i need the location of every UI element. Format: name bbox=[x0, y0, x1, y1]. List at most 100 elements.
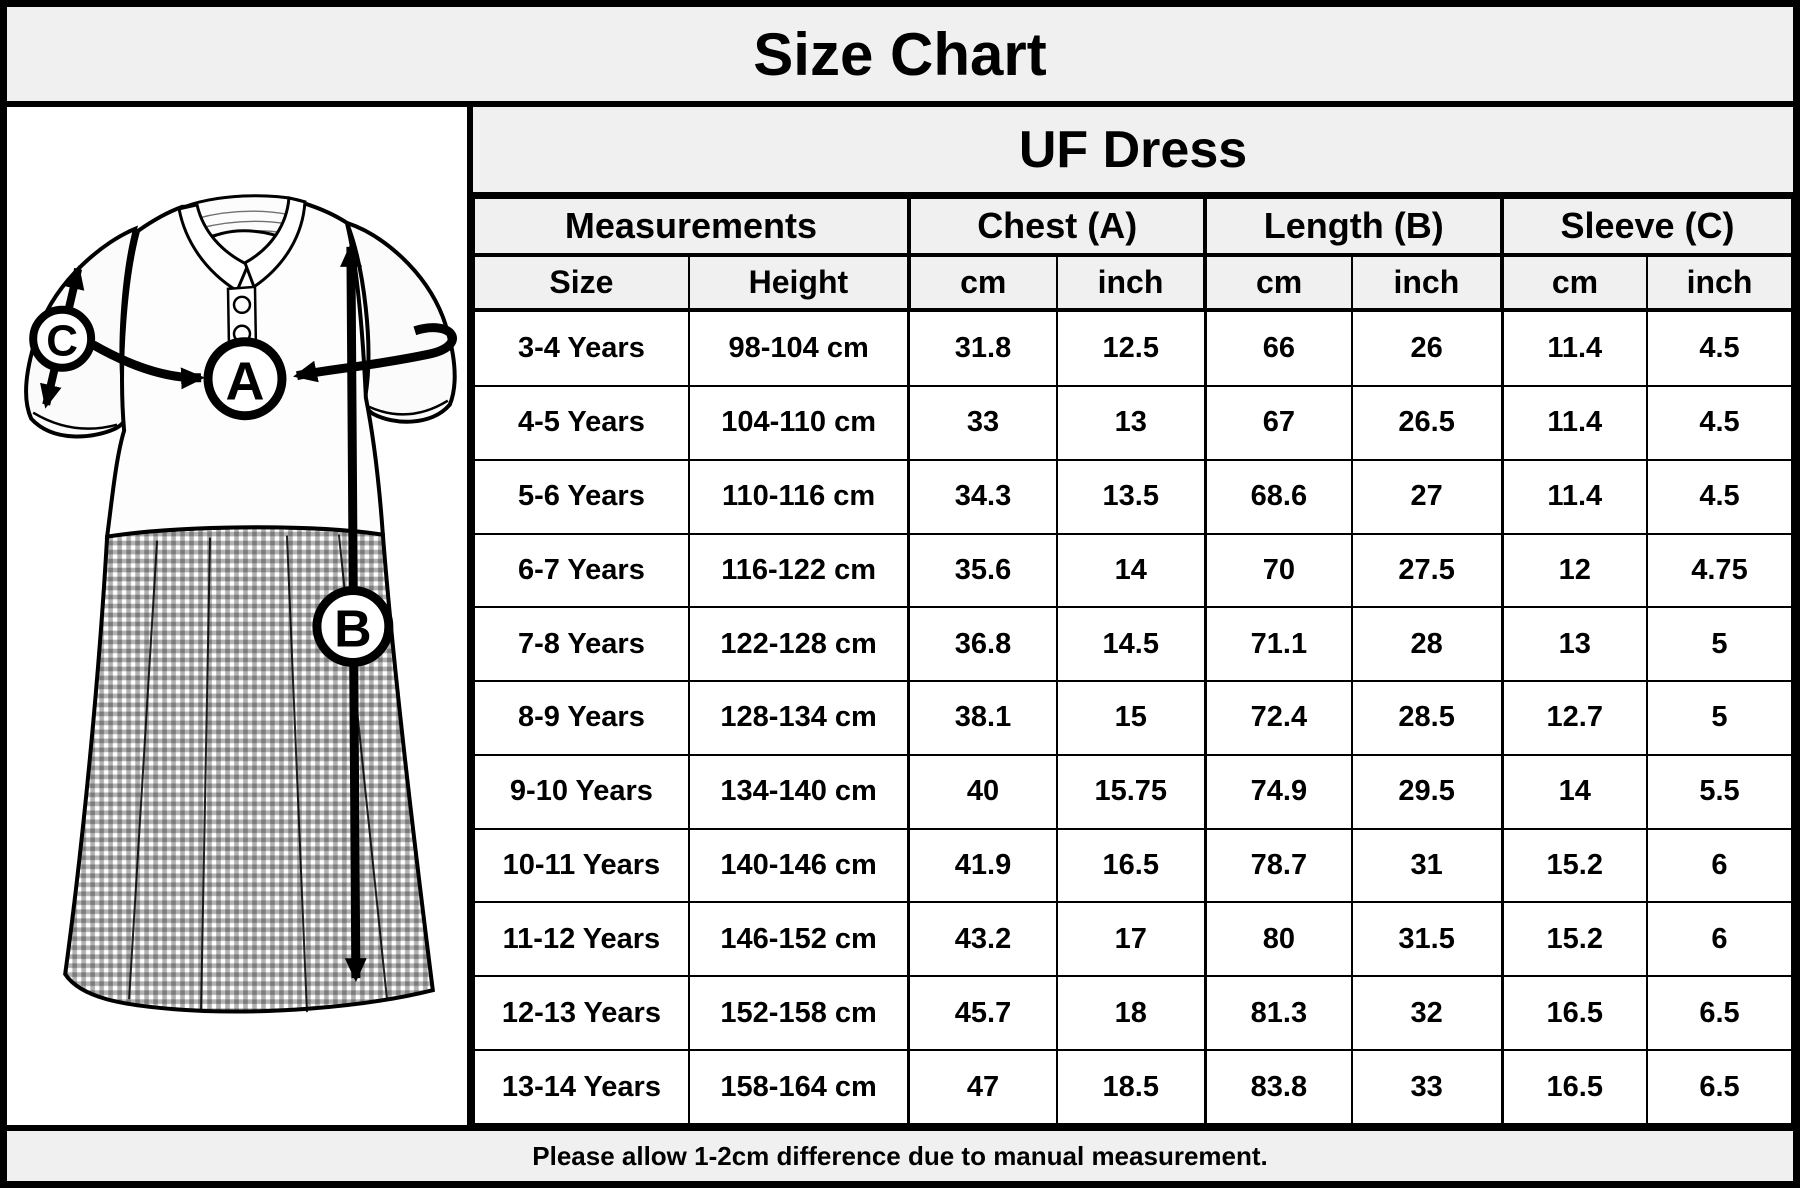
cell-sleeve-cm: 12 bbox=[1500, 532, 1648, 609]
cell-chest-inch: 18 bbox=[1055, 975, 1207, 1052]
table-body: 3-4 Years 98-104 cm 31.8 12.5 66 26 11.4… bbox=[473, 309, 1794, 1125]
cell-chest-cm: 47 bbox=[907, 1049, 1058, 1125]
length-label: B bbox=[334, 600, 372, 658]
table-row: 5-6 Years 110-116 cm 34.3 13.5 68.6 27 1… bbox=[473, 458, 1794, 535]
collar-flap-left bbox=[177, 203, 250, 294]
collar bbox=[177, 194, 307, 415]
cell-sleeve-inch: 6 bbox=[1645, 827, 1794, 904]
col-header-length-inch: inch bbox=[1350, 254, 1504, 312]
cell-length-inch: 28.5 bbox=[1350, 680, 1504, 756]
cell-sleeve-cm: 11.4 bbox=[1500, 384, 1648, 461]
cell-length-inch: 27.5 bbox=[1350, 532, 1504, 609]
collar-flap-right bbox=[243, 196, 307, 290]
cell-chest-cm: 33 bbox=[907, 384, 1058, 461]
cell-sleeve-cm: 13 bbox=[1500, 606, 1648, 683]
cell-length-cm: 67 bbox=[1203, 384, 1353, 461]
cell-height: 152-158 cm bbox=[687, 975, 910, 1052]
chest-label: A bbox=[226, 352, 265, 412]
cell-sleeve-cm: 15.2 bbox=[1500, 827, 1648, 904]
cell-sleeve-inch: 6.5 bbox=[1645, 975, 1794, 1052]
cell-size: 11-12 Years bbox=[473, 901, 690, 978]
cell-chest-cm: 40 bbox=[907, 753, 1058, 830]
group-header-sleeve: Sleeve (C) bbox=[1500, 197, 1793, 257]
length-label-badge: B bbox=[312, 586, 394, 667]
cell-size: 7-8 Years bbox=[473, 606, 690, 683]
cell-length-inch: 33 bbox=[1350, 1049, 1504, 1125]
cell-sleeve-inch: 4.75 bbox=[1645, 532, 1794, 609]
cell-height: 158-164 cm bbox=[687, 1049, 910, 1125]
footer-note: Please allow 1-2cm difference due to man… bbox=[532, 1140, 1268, 1171]
cell-sleeve-inch: 5 bbox=[1645, 680, 1794, 756]
cell-sleeve-cm: 11.4 bbox=[1500, 458, 1648, 535]
sleeve-label: C bbox=[46, 316, 78, 365]
cell-chest-inch: 14 bbox=[1055, 532, 1207, 609]
cell-sleeve-inch: 4.5 bbox=[1645, 384, 1794, 461]
measurements-table: Measurements Chest (A) Length (B) Sleeve… bbox=[473, 197, 1794, 1125]
cell-length-cm: 78.7 bbox=[1203, 827, 1353, 904]
table-row: 10-11 Years 140-146 cm 41.9 16.5 78.7 31… bbox=[473, 827, 1794, 904]
cell-size: 13-14 Years bbox=[473, 1049, 690, 1125]
product-title: UF Dress bbox=[473, 107, 1793, 197]
column-header-row: Size Height cm inch cm inch cm inch bbox=[473, 254, 1794, 312]
cell-size: 3-4 Years bbox=[473, 309, 690, 387]
size-table-panel: UF Dress Measurements Chest (A) Length (… bbox=[467, 107, 1794, 1125]
cell-length-cm: 68.6 bbox=[1203, 458, 1353, 535]
button bbox=[232, 295, 252, 315]
cell-chest-cm: 34.3 bbox=[907, 458, 1058, 535]
cell-chest-cm: 31.8 bbox=[907, 309, 1058, 387]
cell-length-inch: 26 bbox=[1350, 309, 1504, 387]
cell-size: 10-11 Years bbox=[473, 827, 690, 904]
content-area: C A B UF Dress bbox=[7, 107, 1794, 1125]
table-row: 7-8 Years 122-128 cm 36.8 14.5 71.1 28 1… bbox=[473, 606, 1794, 683]
cell-chest-inch: 15 bbox=[1055, 680, 1207, 756]
col-header-chest-cm: cm bbox=[906, 254, 1058, 312]
cell-sleeve-inch: 6.5 bbox=[1645, 1049, 1794, 1125]
cell-sleeve-inch: 4.5 bbox=[1645, 458, 1794, 535]
cell-chest-cm: 36.8 bbox=[907, 606, 1058, 683]
cell-sleeve-cm: 14 bbox=[1500, 753, 1648, 830]
table-row: 3-4 Years 98-104 cm 31.8 12.5 66 26 11.4… bbox=[473, 309, 1794, 387]
cell-sleeve-cm: 16.5 bbox=[1500, 975, 1648, 1052]
cell-length-cm: 70 bbox=[1203, 532, 1353, 609]
cell-length-inch: 28 bbox=[1350, 606, 1504, 683]
cell-size: 6-7 Years bbox=[473, 532, 690, 609]
cell-sleeve-inch: 5.5 bbox=[1645, 753, 1794, 830]
cell-chest-cm: 43.2 bbox=[907, 901, 1058, 978]
cell-chest-cm: 38.1 bbox=[907, 680, 1058, 756]
table-row: 13-14 Years 158-164 cm 47 18.5 83.8 33 1… bbox=[473, 1049, 1794, 1125]
table-row: 12-13 Years 152-158 cm 45.7 18 81.3 32 1… bbox=[473, 975, 1794, 1052]
col-header-chest-inch: inch bbox=[1055, 254, 1207, 312]
cell-chest-inch: 13.5 bbox=[1055, 458, 1207, 535]
cell-length-inch: 31.5 bbox=[1350, 901, 1504, 978]
dress-diagram-panel: C A B bbox=[7, 107, 467, 1125]
cell-length-cm: 81.3 bbox=[1203, 975, 1353, 1052]
cell-length-cm: 83.8 bbox=[1203, 1049, 1353, 1125]
table-row: 9-10 Years 134-140 cm 40 15.75 74.9 29.5… bbox=[473, 753, 1794, 830]
cell-height: 134-140 cm bbox=[687, 753, 910, 830]
cell-height: 98-104 cm bbox=[687, 309, 910, 387]
cell-height: 128-134 cm bbox=[687, 680, 910, 756]
cell-sleeve-inch: 6 bbox=[1645, 901, 1794, 978]
cell-chest-cm: 41.9 bbox=[907, 827, 1058, 904]
cell-sleeve-cm: 12.7 bbox=[1500, 680, 1648, 756]
cell-chest-cm: 35.6 bbox=[907, 532, 1058, 609]
cell-chest-inch: 13 bbox=[1055, 384, 1207, 461]
cell-length-cm: 74.9 bbox=[1203, 753, 1353, 830]
cell-length-inch: 27 bbox=[1350, 458, 1504, 535]
cell-size: 9-10 Years bbox=[473, 753, 690, 830]
group-header-measurements: Measurements bbox=[473, 197, 910, 257]
group-header-row: Measurements Chest (A) Length (B) Sleeve… bbox=[473, 197, 1793, 257]
cell-chest-inch: 18.5 bbox=[1055, 1049, 1207, 1125]
sleeve-label-badge: C bbox=[29, 305, 96, 372]
table-row: 4-5 Years 104-110 cm 33 13 67 26.5 11.4 … bbox=[473, 384, 1794, 461]
cell-length-inch: 26.5 bbox=[1350, 384, 1504, 461]
cell-length-cm: 80 bbox=[1203, 901, 1353, 978]
chest-label-badge: A bbox=[203, 337, 287, 421]
title-bar: Size Chart bbox=[7, 7, 1793, 107]
cell-height: 122-128 cm bbox=[687, 606, 910, 683]
group-header-length: Length (B) bbox=[1203, 197, 1503, 257]
table-row: 8-9 Years 128-134 cm 38.1 15 72.4 28.5 1… bbox=[473, 680, 1794, 756]
cell-chest-inch: 16.5 bbox=[1055, 827, 1207, 904]
cell-sleeve-cm: 15.2 bbox=[1500, 901, 1648, 978]
